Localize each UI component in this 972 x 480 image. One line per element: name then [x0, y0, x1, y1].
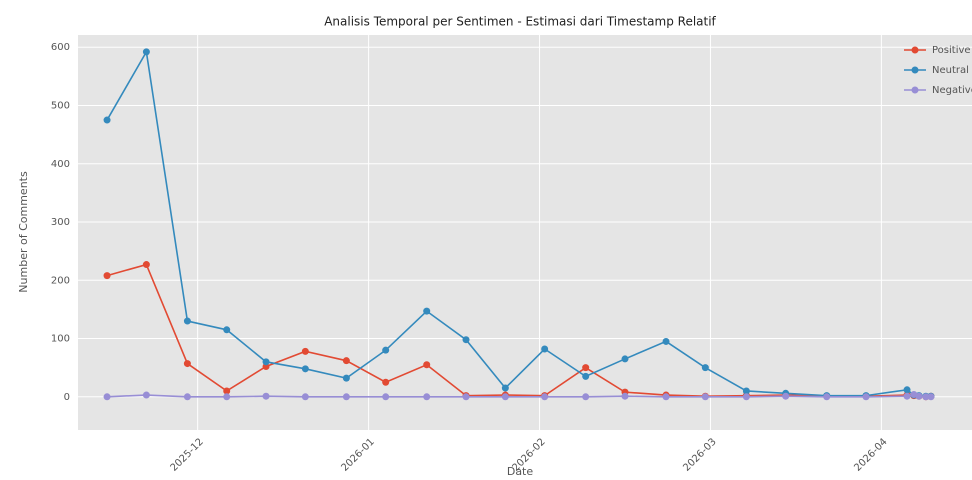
point	[742, 393, 750, 401]
point	[142, 261, 150, 269]
point	[223, 326, 231, 334]
point	[903, 392, 911, 400]
y-tick-label: 100	[51, 334, 70, 345]
legend-label: Neutral	[932, 65, 969, 76]
point	[183, 317, 191, 325]
point	[701, 364, 709, 372]
legend-label: Positive	[932, 45, 971, 56]
legend-label: Negative	[932, 85, 972, 96]
y-tick-label: 300	[51, 217, 70, 228]
point	[262, 392, 270, 400]
x-axis-label: Date	[507, 465, 534, 478]
point	[142, 48, 150, 56]
point	[382, 346, 390, 354]
point	[782, 392, 790, 400]
point	[582, 372, 590, 380]
point	[423, 361, 431, 369]
point	[541, 345, 549, 353]
point	[462, 393, 470, 401]
x-tick-label: 2026-03	[681, 436, 718, 473]
x-tick-label: 2025-12	[169, 436, 206, 473]
point	[662, 393, 670, 401]
point	[183, 393, 191, 401]
point	[342, 357, 350, 365]
point	[823, 393, 831, 401]
point	[301, 365, 309, 373]
y-tick-label: 400	[51, 159, 70, 170]
plot-area	[78, 35, 972, 430]
legend-marker	[911, 86, 919, 94]
y-tick-label: 0	[64, 392, 70, 403]
y-tick-label: 600	[51, 42, 70, 53]
point	[662, 337, 670, 345]
point	[922, 393, 930, 401]
chart-title: Analisis Temporal per Sentimen - Estimas…	[324, 15, 716, 29]
point	[501, 393, 509, 401]
point	[701, 393, 709, 401]
x-tick-label: 2026-01	[340, 436, 377, 473]
point	[223, 387, 231, 395]
point	[301, 347, 309, 355]
point	[582, 393, 590, 401]
y-tick-label: 500	[51, 100, 70, 111]
point	[423, 393, 431, 401]
point	[621, 392, 629, 400]
point	[342, 374, 350, 382]
point	[541, 393, 549, 401]
point	[862, 393, 870, 401]
point	[423, 307, 431, 315]
y-tick-label: 200	[51, 275, 70, 286]
point	[927, 393, 935, 401]
point	[382, 378, 390, 386]
point	[621, 355, 629, 363]
point	[903, 386, 911, 394]
point	[382, 393, 390, 401]
point	[501, 384, 509, 392]
point	[103, 272, 111, 280]
point	[301, 393, 309, 401]
point	[742, 387, 750, 395]
point	[183, 360, 191, 368]
legend-marker	[911, 46, 919, 54]
point	[223, 393, 231, 401]
point	[103, 393, 111, 401]
point	[262, 358, 270, 366]
point	[103, 116, 111, 124]
legend-marker	[911, 66, 919, 74]
point	[462, 336, 470, 344]
point	[142, 391, 150, 399]
y-axis-label: Number of Comments	[17, 171, 30, 293]
point	[582, 364, 590, 372]
point	[915, 392, 923, 400]
x-tick-label: 2026-04	[852, 436, 889, 473]
point	[342, 393, 350, 401]
